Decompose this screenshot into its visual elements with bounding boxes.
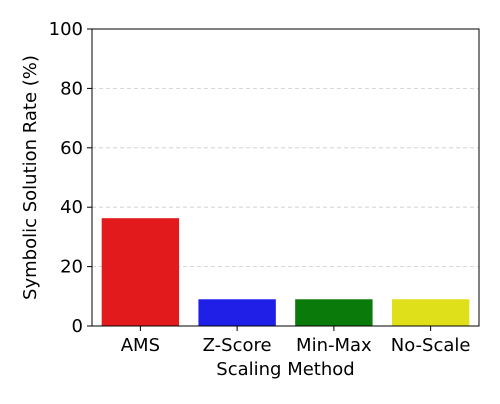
bar-min-max	[295, 299, 373, 326]
y-tick-label: 80	[60, 78, 83, 99]
x-tick-label: Min-Max	[296, 335, 372, 356]
bars	[101, 218, 470, 326]
x-tick-label: Z-Score	[203, 335, 272, 356]
y-tick-label: 20	[60, 257, 83, 278]
x-tick-label: No-Scale	[391, 335, 471, 356]
x-axis-title: Scaling Method	[216, 359, 354, 380]
x-axis-ticks: AMS Z-Score Min-Max No-Scale	[121, 326, 471, 356]
plot-frame	[91, 28, 480, 327]
bar-z-score	[198, 299, 276, 326]
y-tick-label: 40	[60, 197, 83, 218]
y-tick-label: 100	[49, 19, 83, 40]
x-tick-label: AMS	[121, 335, 160, 356]
y-tick-label: 0	[72, 316, 83, 337]
y-axis-ticks: 0 20 40 60 80 100	[49, 19, 92, 337]
bar-ams	[101, 218, 180, 326]
y-tick-label: 60	[60, 138, 83, 159]
y-axis-title: Symbolic Solution Rate (%)	[20, 55, 41, 300]
bar-no-scale	[391, 299, 470, 326]
